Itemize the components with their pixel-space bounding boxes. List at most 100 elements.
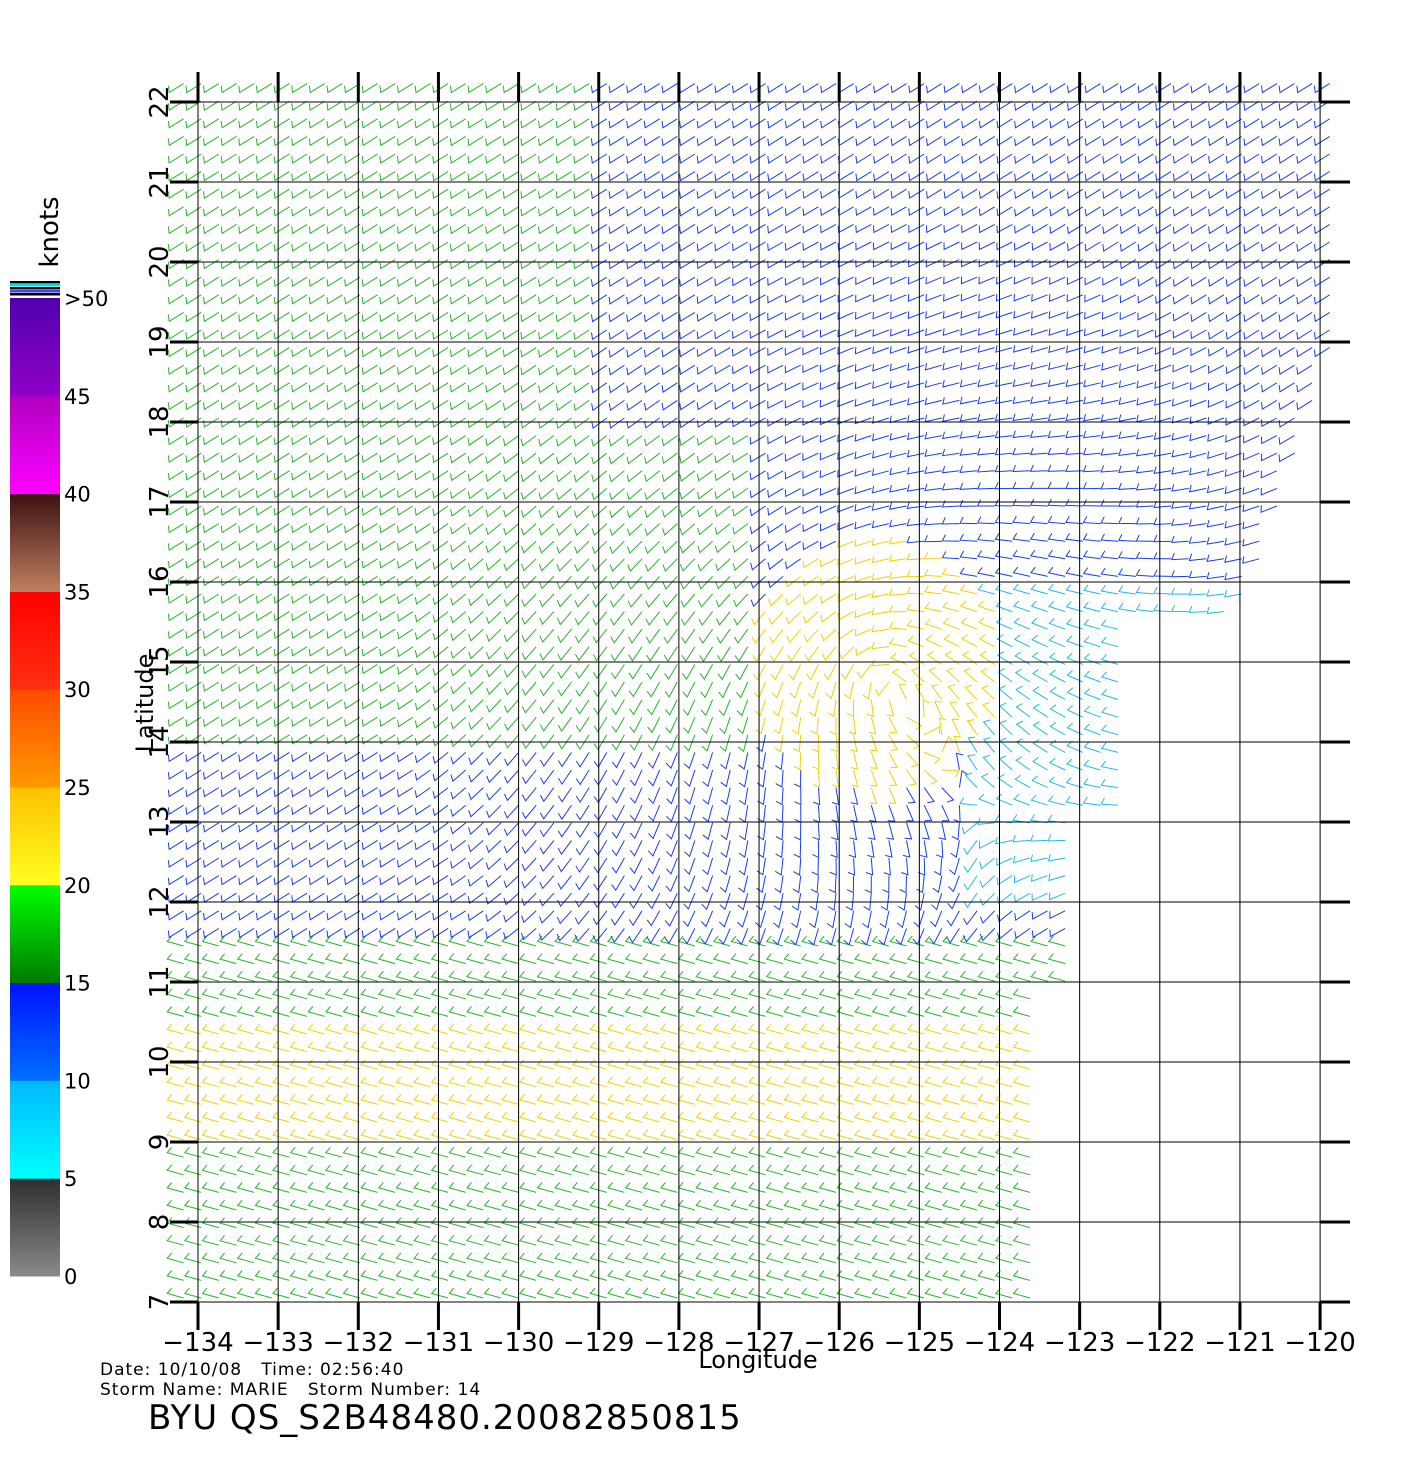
wind-barb [1014, 910, 1031, 922]
wind-barb [468, 804, 484, 818]
wind-barb [432, 470, 449, 481]
wind-barb [787, 646, 802, 662]
lat-lon-grid [170, 72, 1350, 1330]
wind-barb [1101, 671, 1119, 683]
wind-barb [414, 769, 431, 781]
wind-barb [783, 1058, 801, 1070]
wind-barb [1031, 171, 1048, 182]
wind-barb [503, 875, 519, 889]
wind-barb [977, 1287, 995, 1299]
wind-barb [1135, 500, 1154, 508]
wind-barb [907, 415, 925, 423]
wind-barb [995, 1287, 1013, 1299]
wind-barb [589, 1041, 607, 1053]
wind-barb [1048, 345, 1066, 353]
wind-barb [1118, 380, 1136, 388]
wind-barb [448, 1023, 466, 1035]
wind-barb [775, 752, 784, 771]
wind-barb [1031, 223, 1048, 234]
wind-barb [642, 1287, 660, 1299]
wind-barb [414, 787, 431, 799]
wind-barb [642, 1076, 660, 1088]
wind-barb [642, 953, 660, 965]
wind-barb [1047, 834, 1066, 842]
wind-barb [1065, 635, 1084, 648]
wind-barb [941, 448, 960, 457]
wind-barb [485, 100, 502, 112]
wind-barb [836, 1164, 854, 1176]
wind-barb [995, 1094, 1013, 1105]
wind-barb [536, 935, 555, 947]
wind-barb [450, 487, 466, 500]
wind-barb [767, 523, 784, 534]
wind-barb [819, 364, 837, 373]
wind-barb [871, 485, 890, 494]
wind-barb [397, 241, 414, 252]
wind-barb [571, 1270, 590, 1281]
wind-barb [611, 734, 625, 751]
wind-barb [738, 787, 749, 806]
wind-barb [203, 839, 220, 851]
longitude-tick-label: −126 [803, 1328, 874, 1358]
wind-barb [941, 804, 950, 822]
wind-barb [379, 910, 396, 921]
wind-barb [1225, 276, 1242, 288]
wind-barb [166, 1252, 184, 1264]
wind-barb [802, 223, 819, 234]
wind-barb [466, 1270, 484, 1281]
wind-barb [272, 1270, 290, 1281]
wind-barb [272, 1199, 290, 1211]
wind-barb [273, 153, 290, 164]
wind-barb [185, 364, 202, 376]
wind-barb [502, 171, 519, 182]
wind-barb [643, 382, 660, 394]
wind-barb [1065, 618, 1084, 630]
wind-barb [414, 628, 431, 641]
wind-barb [326, 769, 343, 780]
wind-barb [1083, 396, 1101, 405]
wind-barb [1313, 223, 1330, 235]
wind-barb [783, 1182, 801, 1193]
wind-barb [220, 399, 237, 411]
wind-barb [167, 646, 184, 657]
wind-barb [1296, 206, 1313, 217]
wind-barb [1261, 276, 1278, 288]
wind-barb [995, 793, 1013, 806]
wind-barb [483, 1129, 502, 1141]
wind-barb [1031, 83, 1048, 94]
wind-barb [307, 953, 325, 965]
wind-barb [1260, 470, 1278, 479]
wind-barb [273, 927, 290, 939]
wind-barb [801, 1199, 819, 1211]
wind-barb [714, 311, 731, 322]
longitude-tick-label: −124 [964, 1328, 1035, 1358]
wind-barb [1172, 347, 1189, 356]
wind-barb [430, 1164, 449, 1176]
wind-barb [432, 206, 449, 217]
wind-barb [924, 518, 942, 526]
wind-barb [220, 716, 237, 728]
wind-barb [556, 488, 572, 501]
longitude-tick-label: −133 [242, 1328, 313, 1358]
wind-barb [624, 1058, 643, 1070]
wind-barb [1207, 417, 1225, 425]
wind-barb [765, 1234, 784, 1246]
wind-barb [1048, 892, 1066, 901]
wind-barb [1296, 329, 1313, 340]
wind-barb [325, 1094, 343, 1105]
wind-barb [467, 241, 484, 252]
wind-barb [291, 223, 308, 235]
wind-barb [977, 328, 995, 336]
wind-barb [702, 857, 714, 876]
wind-barb [273, 628, 290, 640]
wind-barb [449, 259, 466, 270]
wind-barb [289, 1094, 308, 1105]
wind-barb [1101, 362, 1119, 371]
wind-barb [236, 935, 255, 947]
wind-barb [628, 681, 643, 698]
wind-barb [519, 1217, 537, 1229]
wind-barb [1208, 118, 1225, 129]
wind-barb [995, 293, 1013, 302]
wind-barb [272, 953, 290, 965]
wind-barb [783, 1164, 801, 1176]
